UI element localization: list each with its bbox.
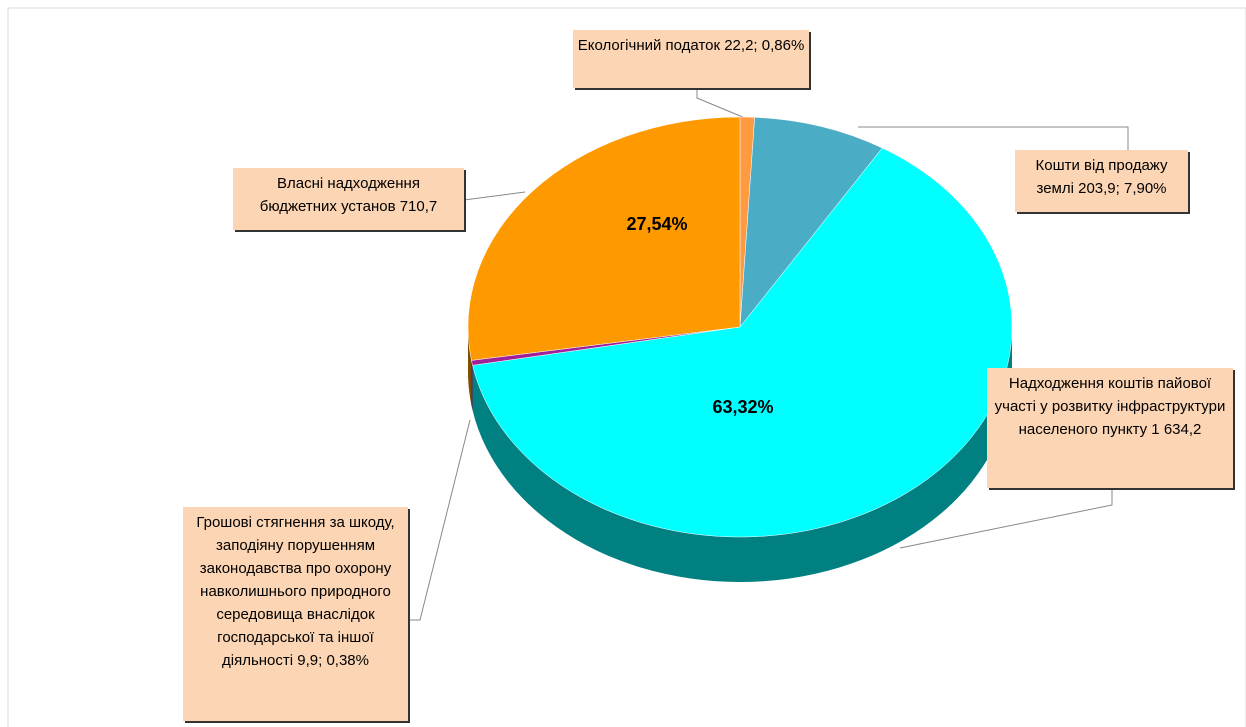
data-label: Кошти від продажу землі 203,9; 7,90%	[1015, 150, 1188, 212]
slice	[472, 147, 1013, 538]
data-label: Екологічний податок 22,2; 0,86%	[573, 30, 809, 88]
value-label: 63,32%	[712, 397, 773, 417]
data-label: Власні надходження бюджетних установ 710…	[233, 168, 464, 230]
data-label: Надходження коштів пайової участі у розв…	[987, 368, 1233, 488]
slice	[739, 117, 883, 328]
slice-side	[468, 327, 472, 406]
leader-line	[858, 126, 1129, 150]
slice-side	[472, 327, 1012, 582]
leader-line	[899, 490, 1113, 549]
leader-line	[408, 419, 471, 621]
leader-line	[463, 191, 526, 201]
chart-border	[7, 7, 1246, 727]
slice-side	[471, 360, 473, 411]
leader-line	[696, 88, 746, 119]
slice	[467, 116, 741, 361]
value-label: 27,54%	[626, 214, 687, 234]
data-label: Грошові стягнення за шкоду, заподіяну по…	[183, 507, 408, 721]
